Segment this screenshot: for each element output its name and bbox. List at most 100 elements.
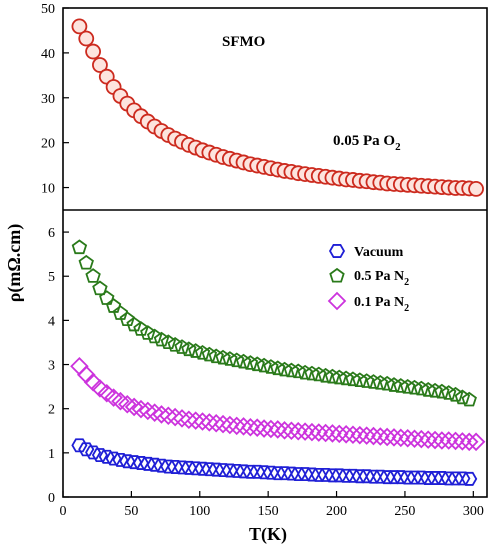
top-y-tick-label: 50 (41, 2, 55, 17)
data-point (295, 422, 315, 441)
data-point (220, 415, 240, 435)
data-point (364, 426, 383, 446)
data-point (186, 411, 205, 430)
data-point (249, 356, 265, 372)
data-point (78, 30, 95, 47)
data-point (365, 374, 382, 389)
data-point (256, 357, 272, 373)
data-point (386, 377, 402, 392)
data-point (193, 412, 212, 431)
bottom-y-tick-label: 2 (48, 403, 55, 418)
data-point (275, 421, 294, 440)
annotation-condition: 0.05 Pa O2 (333, 133, 401, 153)
data-point (297, 364, 313, 380)
data-point (85, 43, 101, 60)
data-point (85, 445, 102, 460)
data-point (316, 423, 335, 443)
data-point (201, 346, 218, 362)
data-point (302, 422, 322, 442)
data-point (357, 426, 376, 445)
data-point (304, 365, 320, 381)
data-point (126, 316, 142, 332)
data-point (345, 371, 361, 387)
data-point (263, 359, 279, 374)
top-panel: 10 20 30 40 50 (41, 2, 484, 197)
data-point (276, 361, 293, 377)
data-point (172, 409, 192, 428)
x-tick-label: 150 (258, 504, 279, 519)
data-point (241, 417, 260, 437)
data-point (371, 427, 390, 446)
data-point (261, 419, 281, 439)
x-tick-label: 300 (463, 504, 484, 519)
data-point (159, 406, 178, 426)
legend-label-05pa-n2: 0.5 Pa N2 (354, 269, 409, 288)
data-point (453, 432, 472, 451)
x-tick-label: 0 (60, 504, 67, 519)
annotation-sample: SFMO (222, 34, 265, 50)
data-point (152, 405, 171, 424)
data-point (412, 429, 431, 449)
data-point (92, 57, 108, 73)
data-point (434, 383, 450, 399)
data-point (350, 425, 370, 445)
top-y-tick-label: 10 (41, 182, 55, 197)
data-point (439, 431, 458, 450)
data-point (343, 425, 363, 445)
x-tick-label: 200 (326, 504, 347, 519)
data-point (324, 368, 341, 384)
x-tick-label: 50 (124, 504, 138, 519)
data-point (399, 378, 416, 394)
plot-border (62, 7, 488, 498)
data-point (165, 407, 185, 427)
legend-marker-pentagon (329, 267, 345, 283)
data-point (119, 311, 135, 327)
bottom-y-tick-label: 0 (48, 491, 55, 506)
y-axis-title: ρ(mΩ.cm) (4, 224, 25, 303)
data-point (228, 352, 245, 368)
data-point (92, 280, 108, 296)
data-point (247, 418, 267, 437)
bottom-y-tick-label: 5 (48, 270, 55, 285)
data-point (282, 421, 301, 441)
top-y-tick-label: 20 (41, 137, 55, 152)
data-point (447, 386, 464, 402)
bottom-y-tick-label: 1 (48, 447, 55, 462)
data-point (418, 430, 438, 449)
bottom-y-tick-label: 3 (48, 359, 55, 374)
annotation-condition-text: 0.05 Pa O (333, 133, 395, 149)
data-point (99, 290, 115, 305)
legend-marker-diamond (327, 291, 347, 311)
data-point (70, 357, 89, 376)
data-point (391, 428, 411, 448)
data-point (358, 373, 375, 388)
x-axis-title: T(K) (249, 524, 287, 545)
data-point (420, 382, 436, 397)
x-tick-label: 100 (189, 504, 210, 519)
data-point (242, 355, 259, 370)
data-point (336, 425, 356, 444)
series-0-1-pa-n2 (70, 357, 486, 452)
data-point (222, 351, 238, 366)
data-point (71, 18, 88, 35)
data-point (283, 362, 300, 378)
data-point (78, 254, 94, 270)
data-point (372, 374, 389, 390)
legend-label-05pa-n2-subscript: 2 (404, 277, 409, 288)
legend-label-01pa-n2-text: 0.1 Pa N (354, 295, 404, 310)
legend-label-05pa-n2-text: 0.5 Pa N (354, 269, 404, 284)
data-point (235, 353, 252, 369)
data-point (427, 382, 443, 398)
data-point (352, 372, 368, 387)
bottom-y-tick-label: 4 (48, 314, 55, 329)
data-point (338, 370, 354, 386)
data-point (459, 432, 479, 452)
data-point (290, 363, 306, 379)
legend-label-vacuum: Vacuum (354, 245, 404, 260)
data-point (187, 343, 204, 358)
data-point (270, 360, 286, 376)
data-point (405, 429, 424, 448)
bottom-y-tick-label: 6 (48, 226, 55, 241)
legend-label-01pa-n2: 0.1 Pa N2 (354, 295, 409, 314)
top-y-tick-label: 40 (41, 47, 55, 62)
